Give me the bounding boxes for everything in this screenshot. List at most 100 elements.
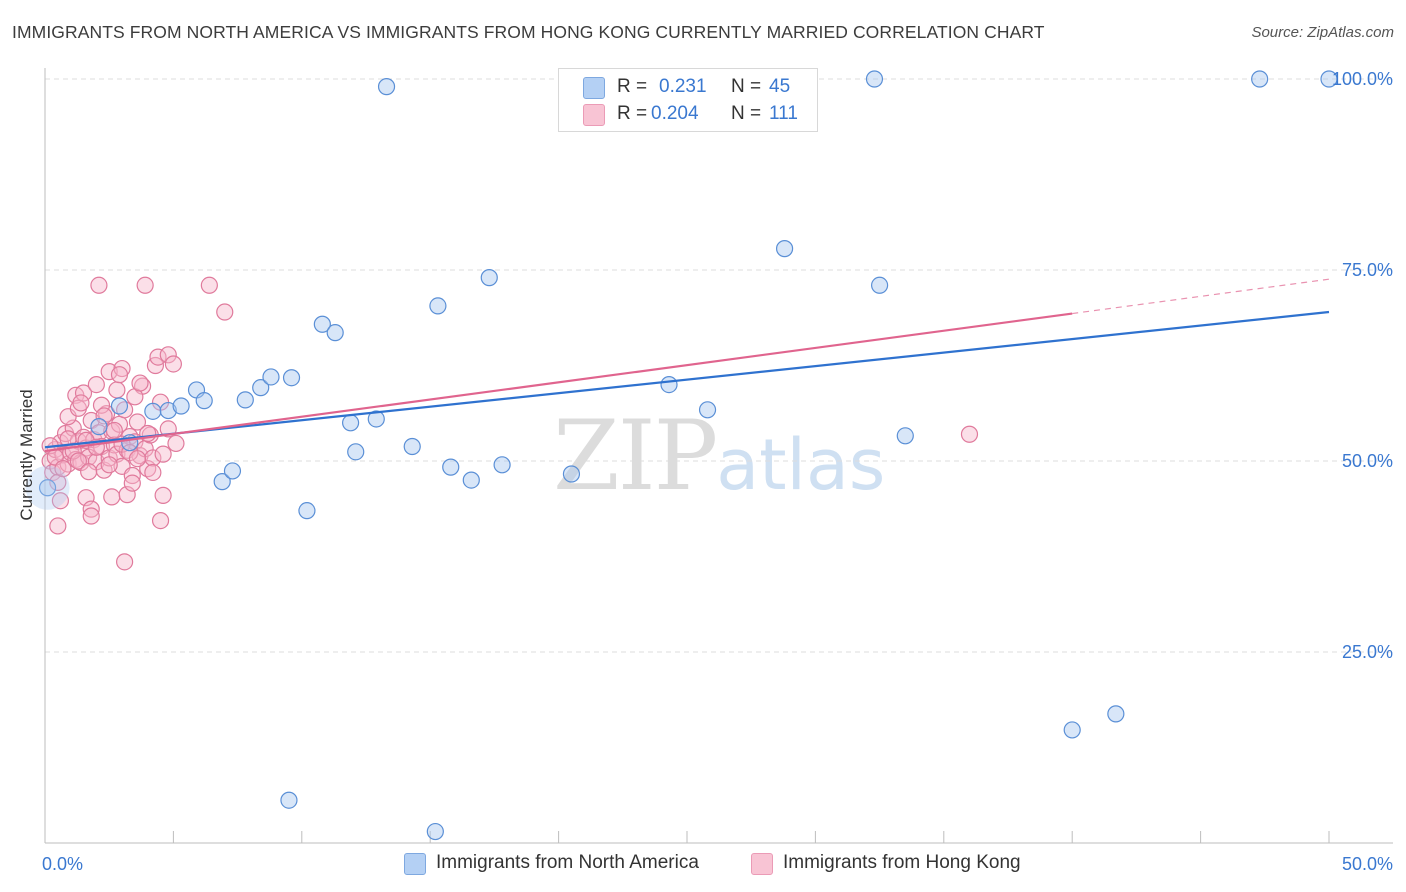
legend-swatch-pink xyxy=(583,104,605,126)
hong-kong-point xyxy=(98,405,116,423)
north-america-point xyxy=(1251,70,1269,88)
legend-r-label: R = xyxy=(617,103,648,124)
hong-kong-point xyxy=(51,492,70,510)
north-america-point xyxy=(870,276,889,294)
north-america-point xyxy=(1320,70,1338,88)
north-america-trend-line xyxy=(44,310,1330,449)
series-hong-kong-points xyxy=(41,276,979,571)
hong-kong-point xyxy=(95,407,113,425)
north-america-point xyxy=(282,369,301,387)
north-america-cluster-blob xyxy=(25,465,70,510)
y-tick-label: 25.0% xyxy=(1342,642,1393,662)
y-tick-label: 100.0% xyxy=(1332,69,1393,89)
hong-kong-point xyxy=(128,413,147,431)
north-america-point xyxy=(377,78,396,96)
watermark-atlas: atlas xyxy=(716,424,886,506)
hong-kong-trend-extension xyxy=(1072,278,1330,315)
north-america-point xyxy=(90,418,108,436)
legend-r-value: 0.231 xyxy=(659,76,707,97)
legend-n-value: 111 xyxy=(769,103,798,124)
y-axis-label: Currently Married xyxy=(17,389,36,521)
north-america-point xyxy=(326,324,344,342)
hong-kong-point xyxy=(54,460,72,478)
north-america-point xyxy=(236,391,254,409)
hong-kong-point xyxy=(72,394,90,412)
legend-n-label: N = xyxy=(731,76,762,97)
hong-kong-trend-line xyxy=(44,312,1073,453)
north-america-point xyxy=(1107,705,1125,723)
north-america-point xyxy=(172,397,190,415)
north-america-point xyxy=(367,410,385,428)
north-america-point xyxy=(298,502,316,520)
hong-kong-point xyxy=(116,553,134,571)
north-america-point xyxy=(347,443,365,461)
hong-kong-point xyxy=(149,348,167,366)
legend-r-label: R = xyxy=(617,76,648,97)
hong-kong-point xyxy=(110,366,129,384)
north-america-point xyxy=(252,379,270,397)
north-america-point xyxy=(280,791,298,809)
north-america-point xyxy=(341,414,360,432)
north-america-point xyxy=(213,473,231,491)
legend-n-value: 45 xyxy=(769,76,791,97)
watermark-zip: ZIP xyxy=(553,400,718,512)
hong-kong-point xyxy=(159,346,177,364)
north-america-point xyxy=(403,437,421,456)
north-america-point xyxy=(313,315,331,333)
north-america-point xyxy=(426,822,444,841)
hong-kong-point xyxy=(167,434,185,453)
hong-kong-point xyxy=(216,303,234,321)
bottom-legend-label: Immigrants from North America xyxy=(436,852,699,873)
hong-kong-point xyxy=(128,450,147,468)
hong-kong-point xyxy=(82,500,100,518)
hong-kong-point xyxy=(80,463,98,481)
x-tick-label: 50.0% xyxy=(1342,854,1393,874)
north-america-point xyxy=(1063,721,1081,739)
hong-kong-point xyxy=(82,507,100,525)
north-america-point xyxy=(865,70,884,88)
hong-kong-point xyxy=(90,276,108,294)
north-america-point xyxy=(660,376,678,394)
hong-kong-point xyxy=(131,374,149,392)
y-tick-label: 75.0% xyxy=(1342,260,1393,280)
axes-layer xyxy=(44,68,1393,844)
hong-kong-point xyxy=(87,376,105,394)
x-tick-label: 0.0% xyxy=(42,854,83,874)
hong-kong-point xyxy=(151,511,170,530)
hong-kong-point xyxy=(960,425,979,443)
north-america-point xyxy=(262,368,280,386)
north-america-point xyxy=(462,471,480,489)
hong-kong-point xyxy=(154,486,172,504)
series-north-america-points xyxy=(25,70,1338,841)
north-america-point xyxy=(223,462,242,480)
hong-kong-point xyxy=(144,463,162,482)
bottom-legend-swatch-pink xyxy=(751,853,773,875)
hong-kong-point xyxy=(154,445,172,463)
grid-layer xyxy=(45,78,1393,653)
north-america-point xyxy=(38,479,57,497)
hong-kong-point xyxy=(92,396,111,414)
hong-kong-point xyxy=(123,474,141,492)
hong-kong-point xyxy=(49,517,67,535)
north-america-point xyxy=(159,401,177,420)
legend-swatch-blue xyxy=(583,77,605,99)
hong-kong-point xyxy=(100,456,118,474)
north-america-point xyxy=(698,401,717,419)
hong-kong-point xyxy=(100,363,118,381)
north-america-point xyxy=(110,397,129,415)
hong-kong-point xyxy=(74,384,93,402)
hong-kong-point xyxy=(103,488,121,506)
north-america-point xyxy=(775,240,794,258)
hong-kong-point xyxy=(136,276,154,294)
trend-lines xyxy=(44,278,1330,453)
bottom-legend-label: Immigrants from Hong Kong xyxy=(783,852,1021,873)
north-america-point xyxy=(480,269,498,287)
bottom-legend-swatch-blue xyxy=(404,853,426,875)
tick-labels: 25.0% 50.0% 75.0% 100.0% 0.0% 50.0% xyxy=(42,69,1393,874)
north-america-point xyxy=(493,456,511,474)
hong-kong-point xyxy=(69,452,87,470)
north-america-point xyxy=(896,427,914,445)
watermark: ZIPatlas xyxy=(553,400,885,512)
north-america-point xyxy=(429,297,447,315)
y-tick-label: 50.0% xyxy=(1342,451,1393,471)
